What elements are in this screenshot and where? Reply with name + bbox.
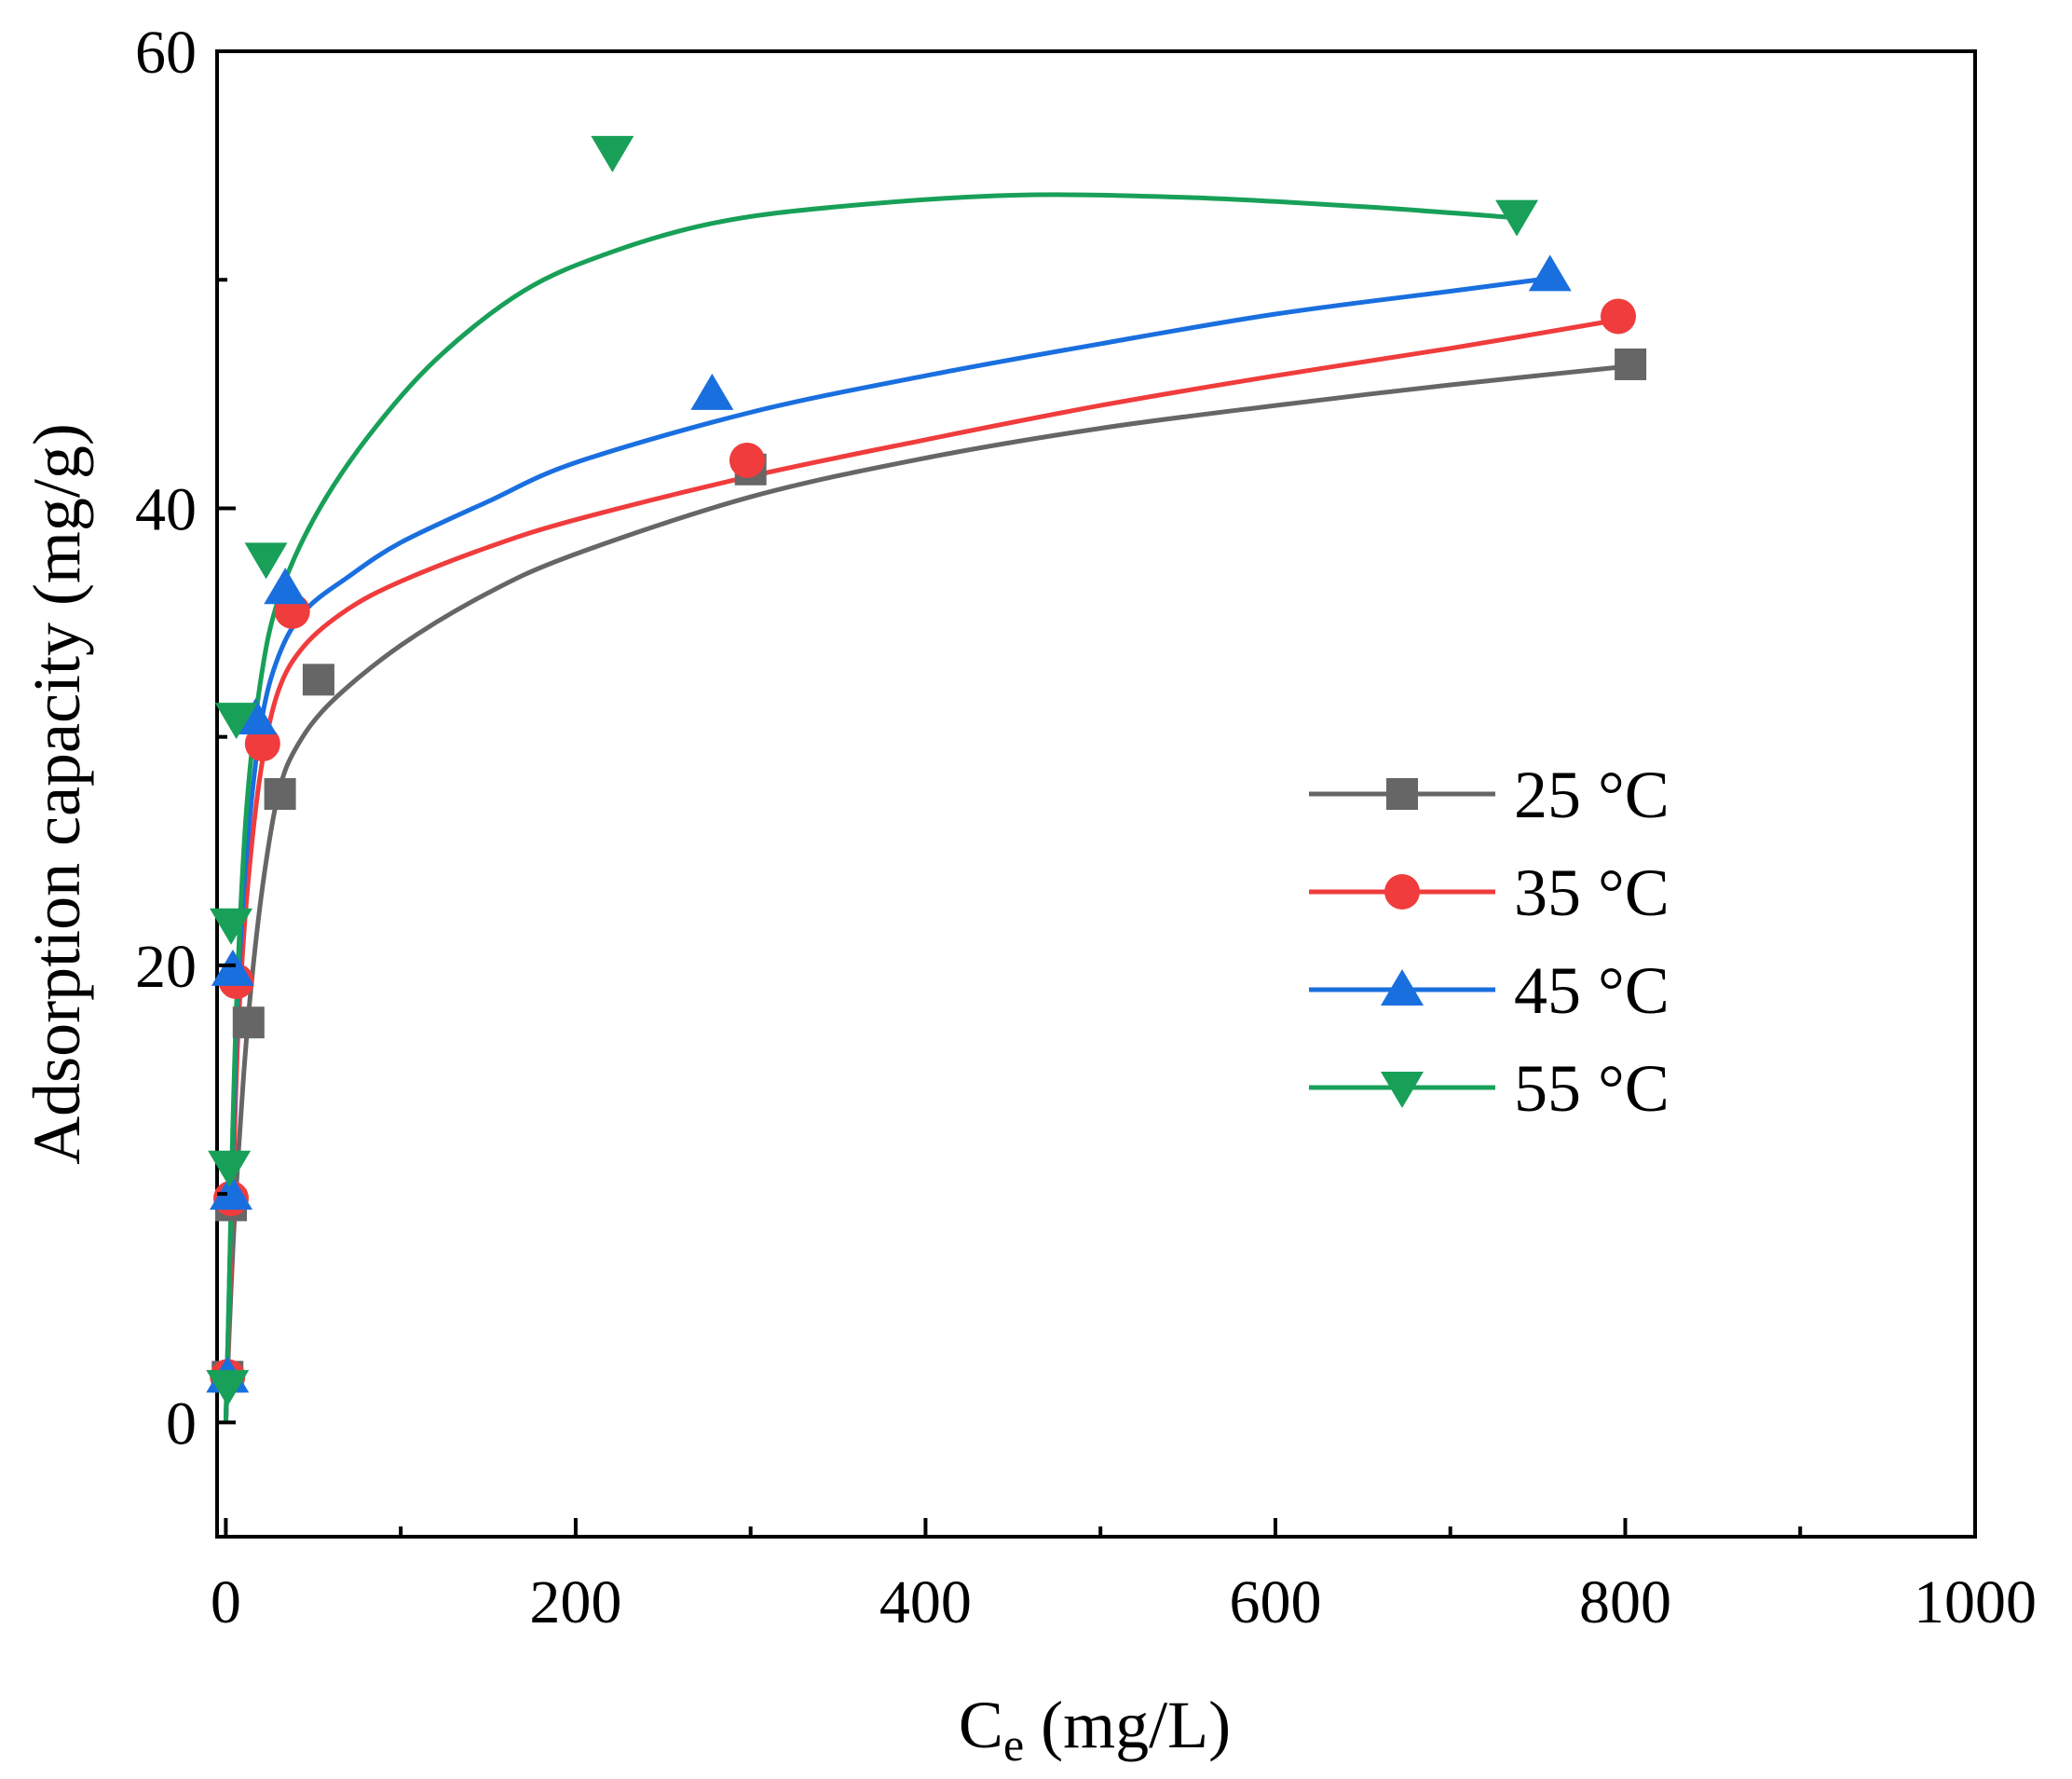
plot-frame <box>215 49 1977 1539</box>
y-axis-title: Adsorption capacity (mg/g) <box>20 423 94 1165</box>
data-point-2 <box>244 726 280 762</box>
tick-labels: 0 200 400 600 800 1000 0 20 40 60 <box>135 19 2037 1636</box>
x-axis-title: Ce (mg/L) <box>959 1688 1231 1771</box>
legend-label: 45 °C <box>1514 953 1670 1028</box>
y-tick-label: 40 <box>135 475 197 543</box>
data-point-2 <box>1600 298 1636 335</box>
legend-marker <box>1381 1072 1424 1108</box>
data-point-4 <box>206 1370 250 1407</box>
fit-line-1 <box>223 363 1626 1423</box>
data-point-4 <box>208 1150 252 1187</box>
x-tick-label: 400 <box>879 1568 972 1636</box>
data-point-3 <box>211 949 254 986</box>
y-tick-label: 60 <box>135 19 197 87</box>
data-point-3 <box>210 1173 253 1211</box>
fit-line-3 <box>223 275 1556 1423</box>
data-point-1 <box>232 1006 265 1039</box>
fit-line-4 <box>223 192 1520 1423</box>
x-axis-title-main: C <box>959 1688 1003 1762</box>
data-point-3 <box>234 698 278 735</box>
data-point-3 <box>1528 254 1572 292</box>
data-point-4 <box>244 542 288 580</box>
legend: 25 °C 35 °C 45 °C 55 °C <box>1309 758 1670 1126</box>
y-tick-label: 20 <box>135 933 197 1001</box>
data-point-1 <box>264 778 296 810</box>
data-point-2 <box>729 442 765 478</box>
data-point-4 <box>1495 199 1539 237</box>
x-tick-label: 0 <box>211 1568 241 1636</box>
x-tick-label: 1000 <box>1914 1568 2037 1636</box>
x-tick-label: 600 <box>1229 1568 1321 1636</box>
data-point-4 <box>210 908 253 945</box>
legend-marker <box>1386 778 1418 810</box>
data-point-1 <box>302 664 334 696</box>
data-point-3 <box>690 373 734 410</box>
data-markers <box>206 135 1647 1407</box>
data-point-4 <box>214 703 258 740</box>
x-axis-title-unit: (mg/L) <box>1024 1688 1231 1762</box>
axis-ticks <box>217 49 1977 1537</box>
legend-label: 25 °C <box>1514 758 1670 832</box>
x-axis-title-subscript: e <box>1003 1718 1024 1771</box>
data-point-3 <box>264 568 307 605</box>
x-tick-label: 800 <box>1579 1568 1671 1636</box>
data-point-1 <box>1615 348 1647 380</box>
legend-marker <box>1384 874 1420 910</box>
legend-label: 35 °C <box>1514 855 1670 930</box>
y-tick-label: 0 <box>166 1389 197 1457</box>
legend-marker <box>1381 969 1424 1006</box>
data-point-4 <box>591 135 634 172</box>
legend-label: 55 °C <box>1514 1051 1670 1126</box>
fit-line-2 <box>223 316 1626 1423</box>
x-tick-label: 200 <box>529 1568 621 1636</box>
